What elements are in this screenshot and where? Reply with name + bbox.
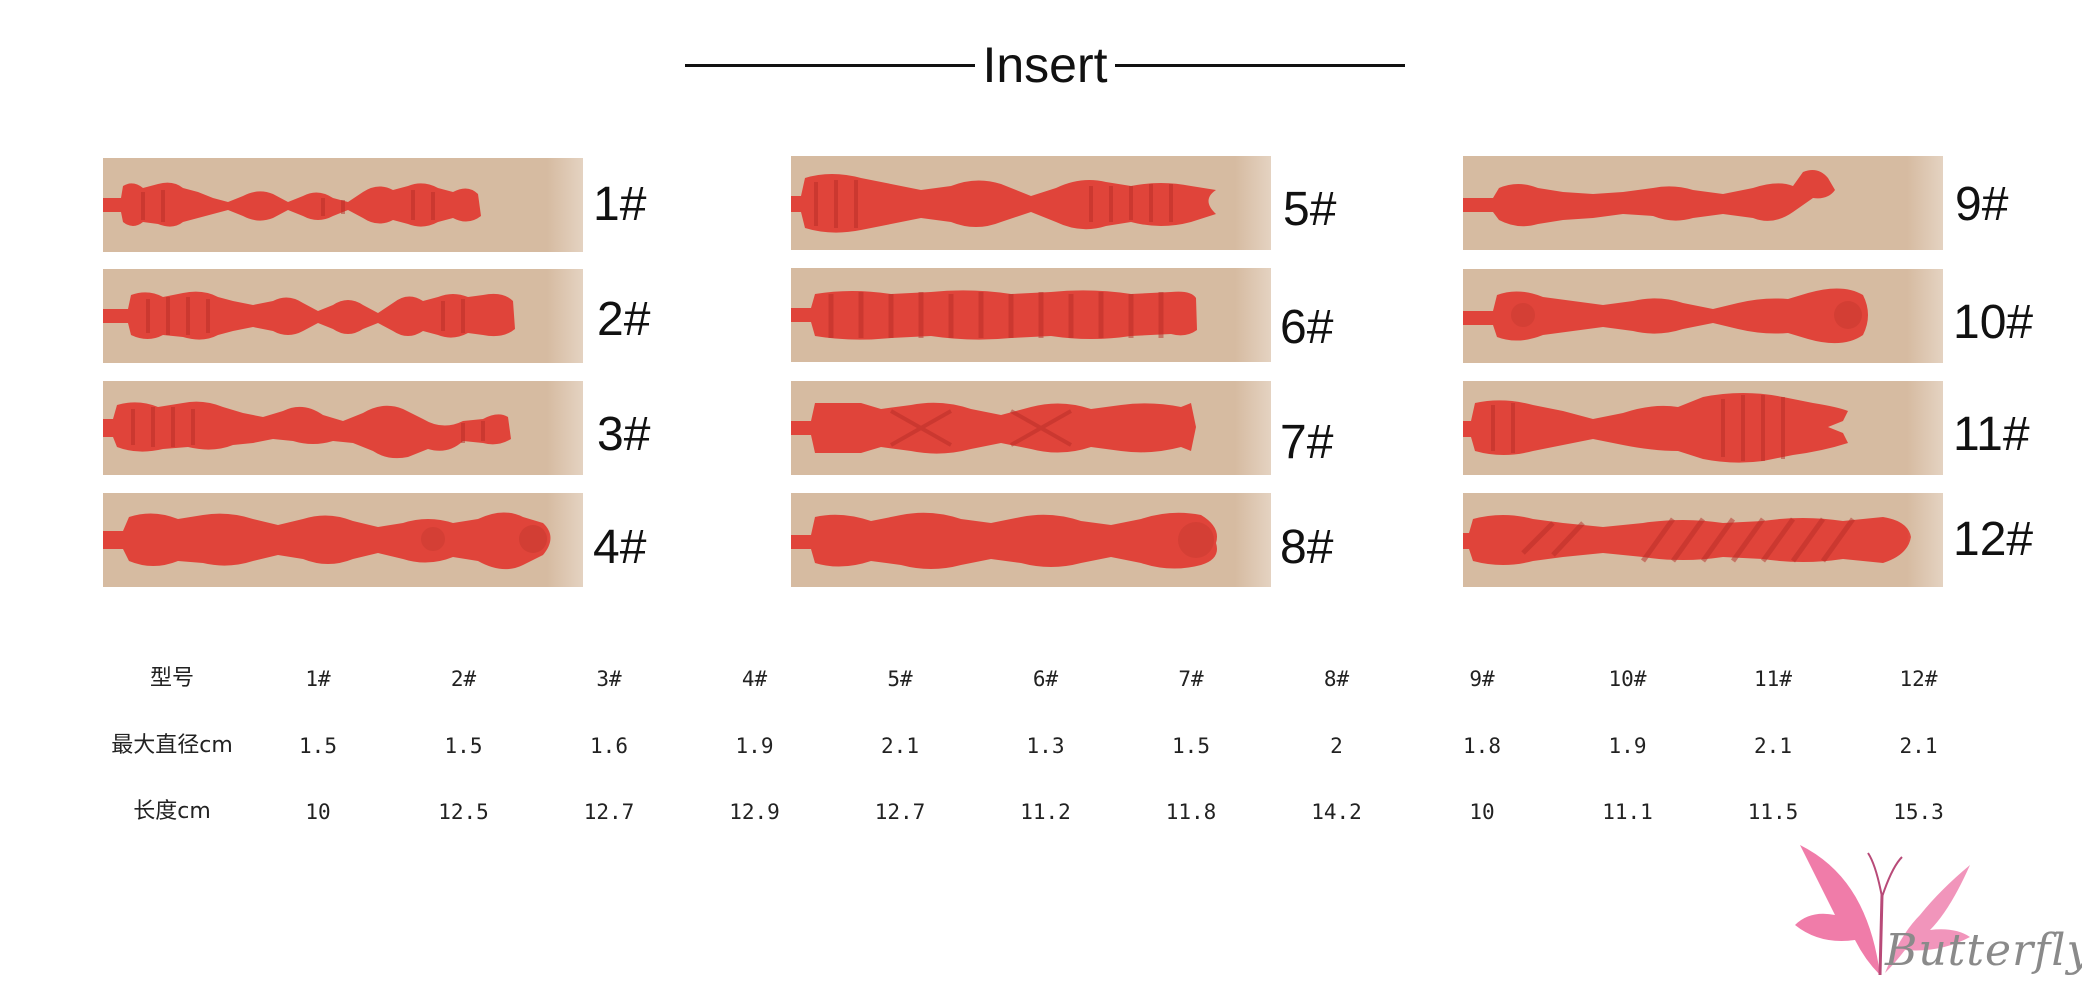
- brand-name: Butterfly: [1885, 925, 2082, 976]
- table-cell: 12#: [1899, 667, 1938, 691]
- table-cell: 4#: [741, 667, 768, 691]
- table-cell: 15.3: [1893, 800, 1944, 824]
- product-label: 9#: [1955, 178, 2009, 231]
- table-row-header: 长度cm: [133, 799, 211, 824]
- table-cell: 2#: [450, 667, 477, 691]
- insert-photo: [791, 381, 1271, 475]
- table-cell: 1.5: [299, 734, 337, 758]
- insert-photo: [1463, 156, 1943, 250]
- table-cell: 1.8: [1463, 734, 1501, 758]
- product-label: 4#: [593, 521, 647, 574]
- insert-sleeve-shape: [1463, 170, 1835, 227]
- insert-sleeve-shape: [103, 512, 551, 570]
- table-cell: 1.9: [1608, 734, 1647, 758]
- insert-sleeve-shape: [791, 290, 1197, 340]
- insert-photo: [103, 269, 583, 363]
- product-label: 7#: [1280, 416, 1334, 469]
- product-label: 1#: [593, 178, 647, 231]
- table-cell: 14.2: [1311, 800, 1362, 824]
- product-label: 10#: [1953, 296, 2034, 349]
- insert-sleeve-shape: [103, 291, 515, 340]
- table-cell: 10: [1469, 800, 1495, 824]
- insert-photo: [791, 268, 1271, 362]
- page-title: Insert: [982, 37, 1108, 93]
- product-label: 12#: [1953, 513, 2034, 566]
- table-cell: 9#: [1469, 667, 1495, 691]
- product-label: 8#: [1280, 521, 1334, 574]
- table-cell: 8#: [1323, 667, 1350, 691]
- insert-photo: [791, 156, 1271, 250]
- table-row-header: 最大直径cm: [111, 733, 233, 758]
- table-cell: 11#: [1754, 667, 1792, 691]
- table-cell: 7#: [1178, 667, 1204, 691]
- insert-sleeve-shape: [1463, 393, 1848, 463]
- table-row-header: 型号: [149, 666, 194, 691]
- butterfly-icon: [1795, 845, 1970, 976]
- table-cell: 10: [305, 800, 331, 824]
- table-cell: 5#: [887, 667, 913, 691]
- table-cell: 11.5: [1747, 800, 1799, 824]
- table-cell: 1.6: [590, 734, 628, 758]
- product-label: 6#: [1280, 301, 1334, 354]
- title-rule-left: [685, 64, 975, 67]
- table-cell: 2.1: [1754, 734, 1792, 758]
- table-cell: 11.8: [1165, 800, 1217, 824]
- insert-photo: [1463, 269, 1943, 363]
- insert-sleeve-shape: [103, 182, 481, 227]
- insert-photo: [103, 381, 583, 475]
- insert-photo: [103, 493, 583, 587]
- table-cell: 1.5: [1172, 734, 1210, 758]
- table-cell: 12.7: [583, 800, 635, 824]
- table-cell: 1.9: [735, 734, 774, 758]
- product-label: 11#: [1953, 408, 2030, 461]
- insert-sleeve-shape: [791, 512, 1217, 569]
- table-cell: 2.1: [1899, 734, 1938, 758]
- insert-sleeve-shape: [1463, 515, 1911, 565]
- table-cell: 12.7: [874, 800, 926, 824]
- insert-sleeve-shape: [1463, 288, 1868, 344]
- product-label: 5#: [1283, 183, 1337, 236]
- table-cell: 2: [1330, 734, 1343, 758]
- table-cell: 2.1: [881, 734, 919, 758]
- table-cell: 11.2: [1020, 800, 1071, 824]
- table-cell: 12.9: [729, 800, 780, 824]
- page-header: Insert: [0, 30, 2082, 100]
- insert-sleeve-shape: [791, 402, 1196, 454]
- table-cell: 3#: [596, 667, 622, 691]
- table-cell: 1#: [305, 667, 331, 691]
- table-cell: 12.5: [438, 800, 489, 824]
- table-cell: 10#: [1608, 667, 1647, 691]
- table-cell: 6#: [1032, 667, 1059, 691]
- table-cell: 1.3: [1026, 734, 1065, 758]
- insert-photo: [103, 158, 583, 252]
- insert-photo: [791, 493, 1271, 587]
- table-cell: 11.1: [1602, 800, 1653, 824]
- insert-sleeve-shape: [103, 401, 511, 459]
- title-rule-right: [1115, 64, 1405, 67]
- insert-photo: [1463, 381, 1943, 475]
- table-cell: 1.5: [444, 734, 483, 758]
- product-label: 2#: [597, 293, 651, 346]
- insert-photo: [1463, 493, 1943, 587]
- insert-sleeve-shape: [791, 174, 1216, 233]
- product-label: 3#: [597, 408, 651, 461]
